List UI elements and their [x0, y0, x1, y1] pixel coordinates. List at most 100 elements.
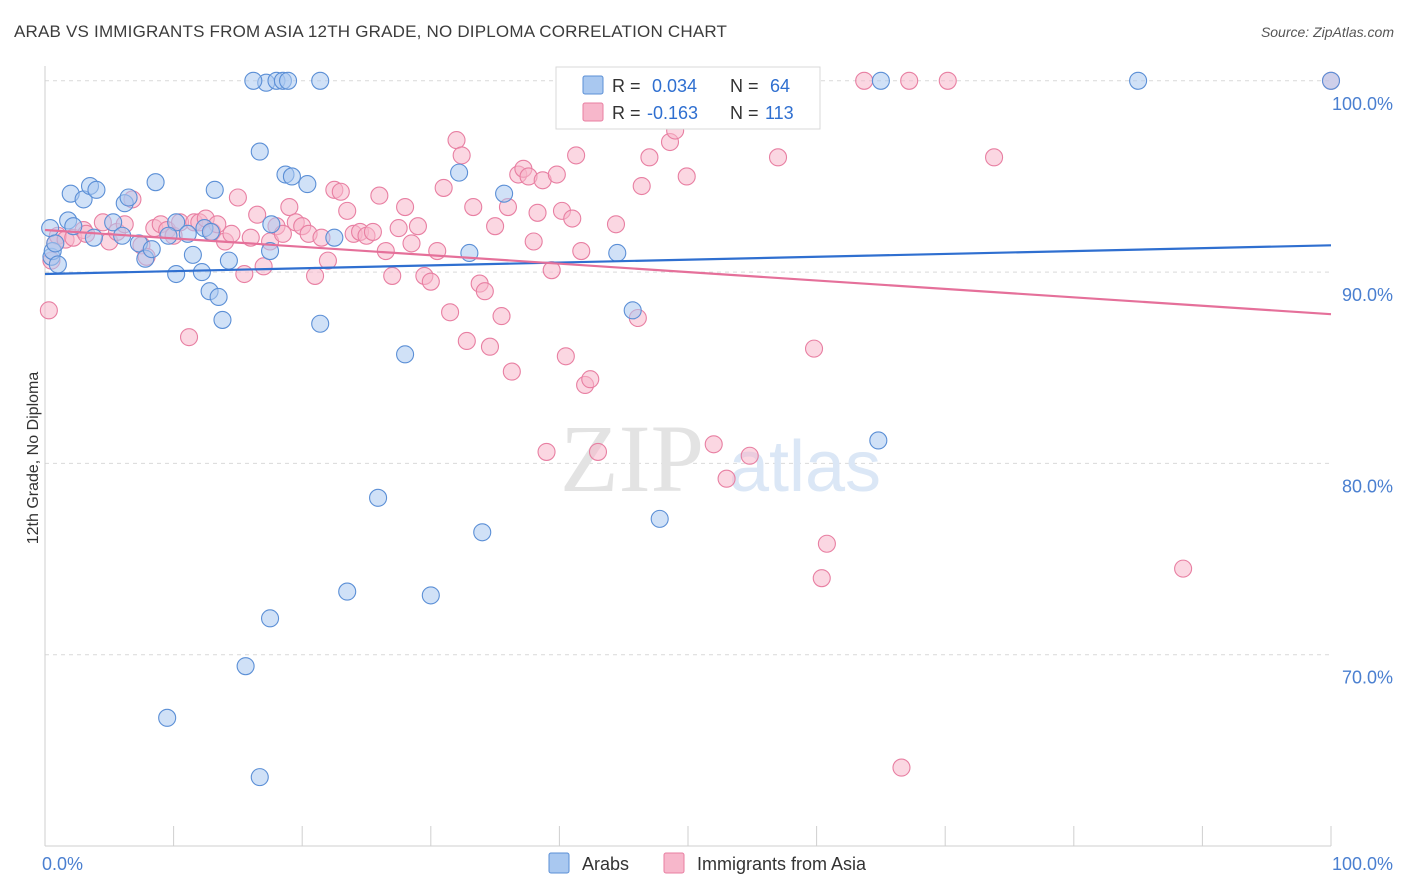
asia-point [402, 234, 421, 253]
asia-point [475, 282, 494, 301]
asia-point [632, 176, 651, 196]
legend-label-arabs: Arabs [582, 854, 629, 874]
arabs-point [1129, 71, 1148, 90]
arabs-point [158, 708, 177, 727]
asia-point [572, 242, 591, 261]
asia-point [524, 232, 543, 251]
arabs-point [46, 234, 65, 253]
asia-point [254, 257, 273, 276]
asia-point [434, 178, 453, 197]
arabs-point [650, 509, 669, 528]
arabs-n-value: 64 [770, 76, 790, 96]
arabs-point [279, 71, 298, 90]
asia-point [855, 71, 874, 90]
asia-point [447, 131, 466, 150]
source-credit: Source: ZipAtlas.com [1260, 24, 1394, 40]
arabs-r-value: 0.034 [652, 76, 697, 96]
asia-point [985, 148, 1004, 167]
arabs-point [250, 768, 269, 787]
points-layer [39, 71, 1341, 787]
asia-point [547, 165, 566, 184]
asia-point [222, 224, 241, 243]
asia-point [318, 251, 337, 270]
trend-layer [44, 228, 1332, 316]
grid-layer [45, 80, 1331, 656]
asia-point [563, 209, 582, 228]
arabs-point [623, 301, 642, 320]
arabs-point [104, 213, 123, 232]
y-tick-label: 70.0% [1342, 668, 1393, 688]
asia-point [812, 569, 831, 588]
arabs-point [142, 240, 161, 259]
asia-point [740, 446, 759, 465]
asia-point [363, 222, 382, 241]
arabs-point [146, 173, 165, 192]
asia-point [383, 266, 402, 285]
asia-n-value: 113 [765, 103, 794, 123]
arabs-point [167, 264, 186, 284]
arabs-point [84, 228, 103, 247]
asia-point [581, 370, 600, 389]
arabs-point [396, 345, 415, 364]
asia-point [408, 217, 427, 236]
bottom-legend: Arabs Immigrants from Asia [548, 852, 867, 874]
arabs-point [262, 215, 281, 234]
asia-point [228, 188, 247, 207]
asia-point [179, 328, 199, 347]
arabs-point [450, 163, 469, 182]
arabs-point [201, 222, 220, 241]
asia-point [537, 442, 556, 461]
arabs-stat-swatch [582, 75, 604, 95]
arabs-point [869, 431, 888, 450]
asia-point [556, 347, 575, 366]
arabs-point [41, 219, 60, 238]
asia-point [804, 339, 824, 358]
asia-point [677, 167, 696, 186]
asia-point [280, 198, 299, 217]
arabs-point [250, 142, 269, 161]
asia-point [480, 337, 500, 356]
chart-title: ARAB VS IMMIGRANTS FROM ASIA 12TH GRADE,… [14, 22, 728, 41]
arabs-point [871, 71, 890, 90]
arabs-point [608, 243, 627, 263]
asia-point [248, 205, 267, 224]
asia-point [457, 331, 476, 351]
y-axis-label: 12th Grade, No Diploma [25, 372, 42, 545]
arabs-point [192, 263, 211, 282]
arabs-point [298, 175, 317, 194]
arabs-point [1321, 71, 1341, 90]
asia-r-label: R = [612, 103, 641, 123]
asia-point [640, 148, 659, 167]
asia-point [389, 219, 408, 238]
arabs-point [244, 71, 263, 90]
asia-n-label: N = [730, 103, 759, 123]
asia-point [241, 228, 260, 247]
arabs-n-label: N = [730, 76, 759, 96]
arabs-point [159, 226, 178, 245]
arabs-point [64, 217, 83, 236]
arabs-point [260, 609, 280, 628]
asia-point [492, 307, 511, 326]
arabs-point [473, 523, 492, 542]
asia-point [338, 201, 357, 220]
stats-legend: R = 0.034 N = 64 R = -0.163 N = 113 [555, 66, 821, 130]
arabs-point [119, 188, 138, 207]
arabs-point [213, 310, 232, 329]
arabs-point [260, 242, 280, 261]
legend-swatch-arabs [548, 852, 570, 874]
asia-point [235, 264, 254, 284]
arabs-point [236, 657, 255, 676]
asia-trend-line [44, 228, 1332, 316]
arabs-point [48, 255, 67, 274]
asia-point [502, 362, 521, 381]
asia-point [528, 203, 547, 222]
arabs-point [209, 287, 228, 307]
watermark-atlas: atlas [729, 427, 881, 507]
asia-point [768, 148, 788, 167]
asia-point [452, 146, 471, 165]
asia-r-value: -0.163 [647, 103, 698, 123]
arabs-point [219, 251, 238, 270]
asia-point [39, 301, 58, 320]
asia-point [606, 215, 626, 234]
watermark-zip: ZIP [560, 405, 704, 512]
